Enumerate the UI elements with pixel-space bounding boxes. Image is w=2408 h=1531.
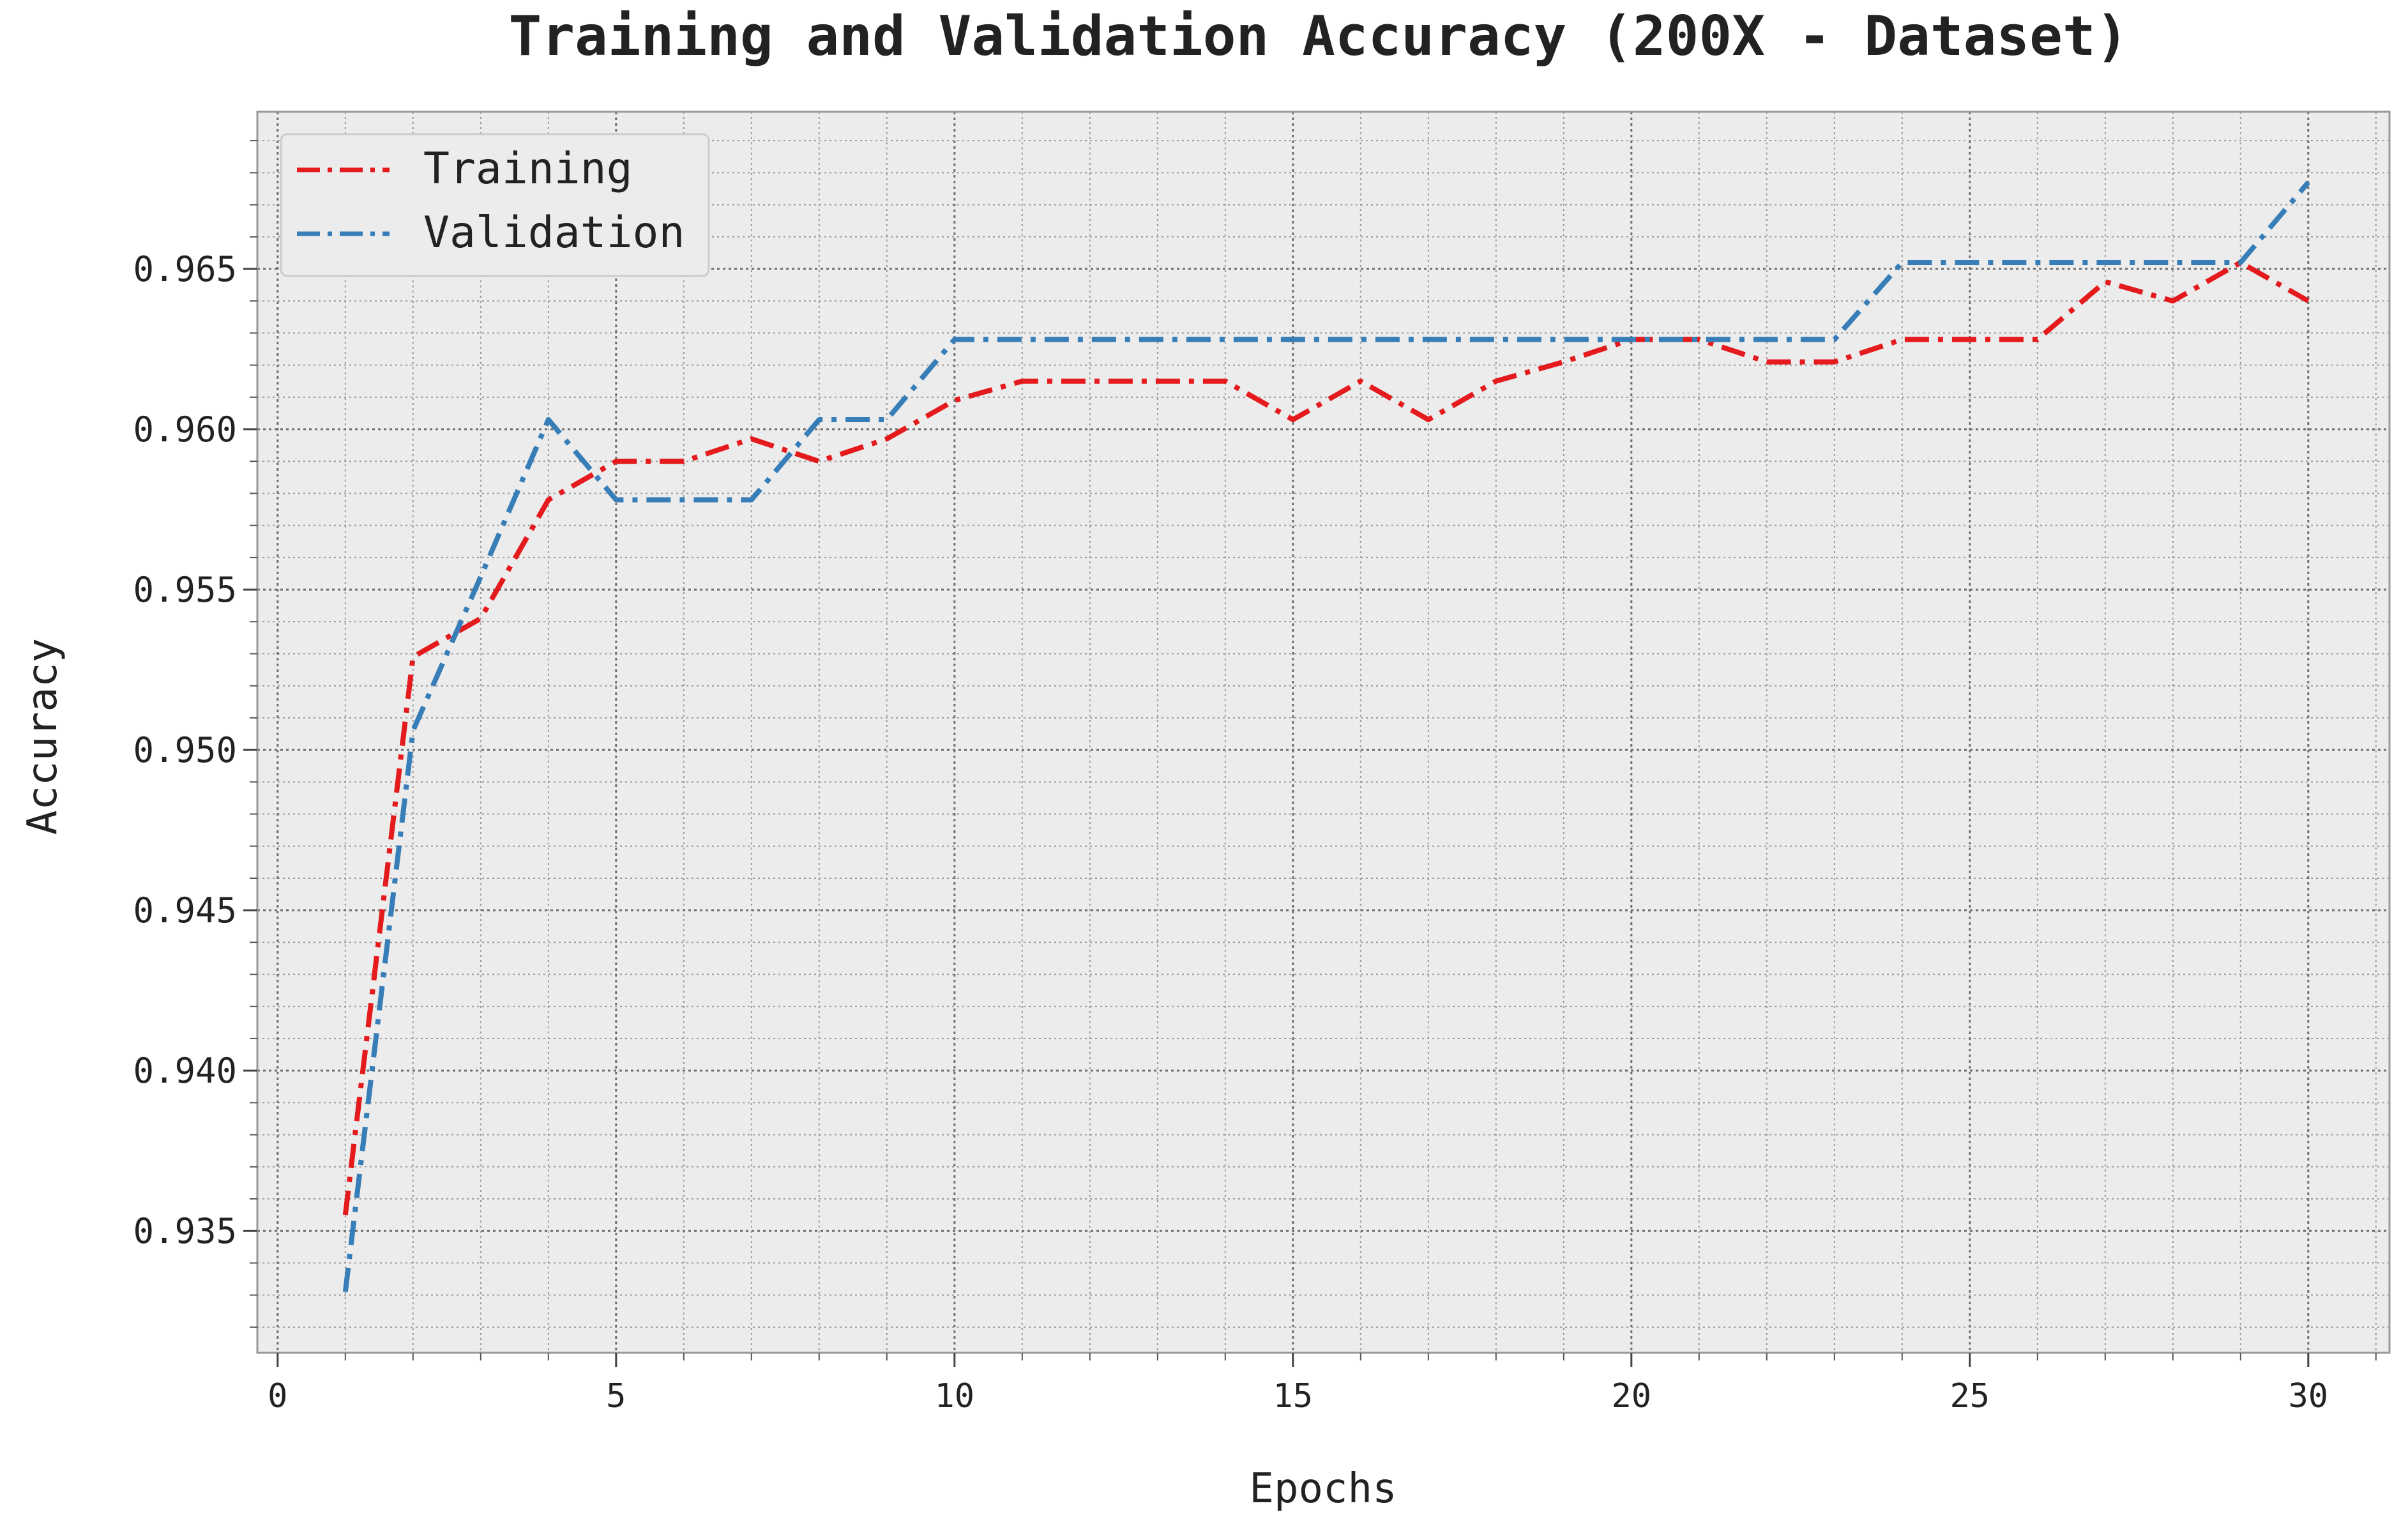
x-tick-label: 20 xyxy=(1611,1377,1651,1415)
plot-background xyxy=(257,112,2389,1353)
x-tick-label: 0 xyxy=(268,1377,287,1415)
x-tick-label: 10 xyxy=(934,1377,974,1415)
plot-area xyxy=(256,110,2391,1354)
x-axis: 0 5 10 15 20 25 30 xyxy=(268,1353,2377,1415)
y-axis-label: Accuracy xyxy=(19,638,66,835)
x-axis-label: Epochs xyxy=(1249,1465,1397,1512)
x-tick-label: 5 xyxy=(606,1377,626,1415)
plot-frame xyxy=(256,110,2391,1354)
y-tick-label: 0.955 xyxy=(133,570,237,610)
series-layer xyxy=(342,180,2310,1293)
series-line-training xyxy=(342,260,2310,1215)
legend-label-training: Training xyxy=(423,144,633,194)
x-tick-label: 15 xyxy=(1273,1377,1313,1415)
x-tick-label: 30 xyxy=(2288,1377,2328,1415)
y-tick-label: 0.935 xyxy=(133,1211,237,1251)
y-axis: 0.935 0.940 0.945 0.950 0.955 0.960 0.965 xyxy=(133,140,257,1328)
x-tick-label: 25 xyxy=(1950,1377,1990,1415)
major-grid xyxy=(257,112,2389,1353)
y-tick-label: 0.940 xyxy=(133,1051,237,1091)
y-tick-label: 0.945 xyxy=(133,890,237,931)
legend: Training Validation xyxy=(280,133,710,277)
y-tick-label: 0.950 xyxy=(133,730,237,770)
y-tick-label: 0.965 xyxy=(133,249,237,289)
legend-label-validation: Validation xyxy=(423,208,685,258)
chart-title: Training and Validation Accuracy (200X -… xyxy=(508,4,2128,68)
y-tick-label: 0.960 xyxy=(133,409,237,450)
